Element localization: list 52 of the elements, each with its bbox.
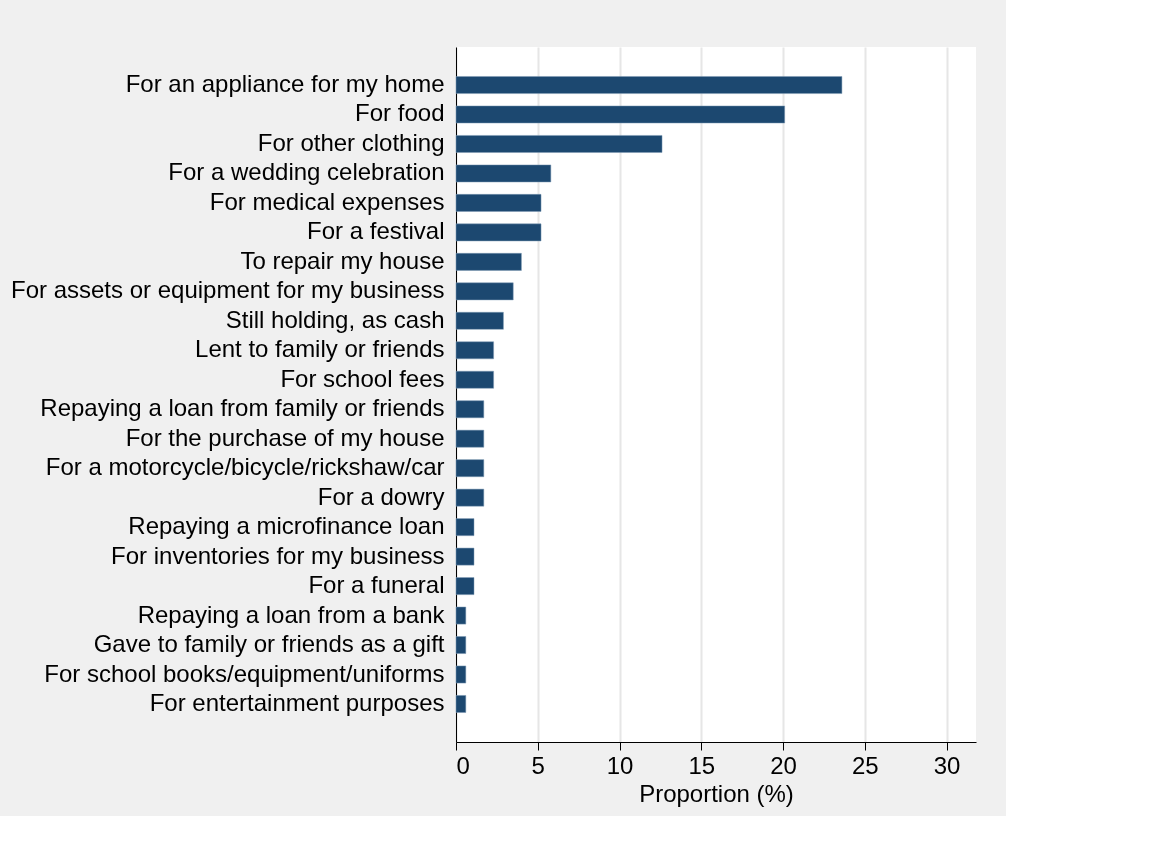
y-tick-label: For entertainment purposes	[149, 688, 445, 716]
x-axis-title: Proportion (%)	[639, 779, 794, 807]
y-tick-label: Repaying a microfinance loan	[128, 512, 445, 540]
y-tick-label: For food	[355, 99, 445, 127]
x-tick-label: 10	[606, 751, 634, 779]
y-tick-label: For a motorcycle/bicycle/rickshaw/car	[45, 453, 445, 481]
y-tick-label: For a funeral	[308, 571, 445, 599]
x-tick-label: 15	[688, 751, 716, 779]
y-tick-label: For inventories for my business	[111, 541, 445, 569]
x-tick-label: 5	[531, 751, 545, 779]
y-tick-label: For a festival	[307, 217, 445, 245]
bar	[455, 429, 485, 448]
y-tick-label: For school books/equipment/uniforms	[44, 659, 445, 687]
bar	[455, 636, 467, 654]
x-tick-label: 25	[851, 751, 879, 779]
bar	[455, 488, 485, 507]
x-tick-label: 30	[933, 751, 961, 779]
bar	[455, 518, 475, 536]
y-tick-label: For assets or equipment for my business	[10, 276, 445, 304]
x-tick-label: 0	[456, 751, 470, 779]
x-tick-label: 20	[770, 751, 797, 779]
bar	[455, 312, 504, 330]
bar	[455, 223, 542, 242]
y-tick-label: Still holding, as cash	[225, 305, 445, 333]
bar	[455, 76, 843, 94]
y-tick-label: For school fees	[280, 364, 445, 392]
y-tick-label: Gave to family or friends as a gift	[93, 630, 445, 658]
bar	[455, 164, 552, 183]
bar	[455, 606, 467, 625]
y-tick-label: For the purchase of my house	[125, 423, 445, 451]
y-tick-label: For medical expenses	[209, 187, 445, 215]
bar	[455, 665, 467, 684]
bar	[455, 135, 663, 153]
bar	[455, 370, 494, 389]
bar	[455, 194, 542, 212]
y-tick-label: Lent to family or friends	[195, 335, 445, 363]
bar	[455, 547, 475, 566]
y-tick-label: Repaying a loan from family or friends	[40, 394, 445, 422]
bar	[455, 400, 485, 419]
y-tick-label: For an appliance for my home	[125, 70, 445, 98]
y-tick-label: Repaying a loan from a bank	[137, 600, 446, 628]
y-tick-label: For a dowry	[317, 482, 445, 510]
bar	[455, 695, 467, 713]
bar	[455, 459, 485, 477]
bar	[455, 577, 475, 595]
y-tick-label: For other clothing	[257, 128, 445, 156]
y-tick-label: For a wedding celebration	[168, 158, 445, 186]
bar	[455, 105, 785, 124]
bar	[455, 341, 494, 360]
y-tick-label: To repair my house	[240, 246, 445, 274]
bar	[455, 253, 522, 271]
bar	[455, 282, 514, 301]
